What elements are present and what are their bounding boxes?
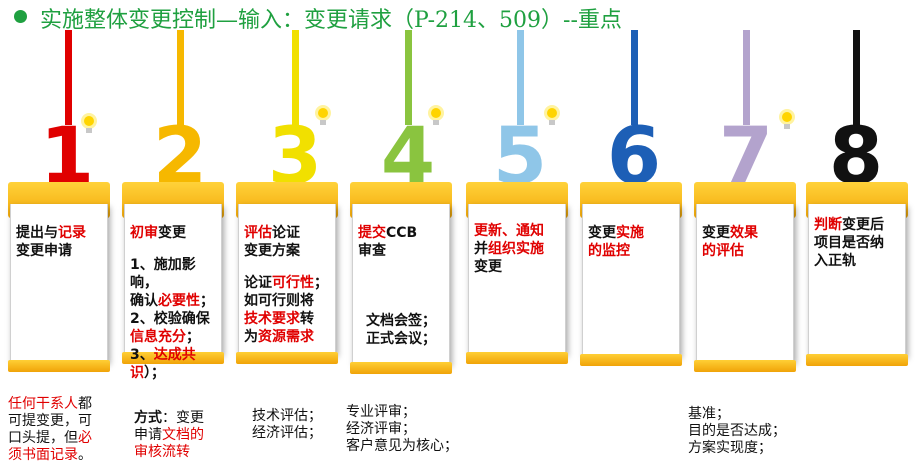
card-text: 判断变更后 项目是否纳 入正轨 [814,217,884,269]
stem-2 [177,30,184,125]
card-foot [8,360,110,372]
page-title: 实施整体变更控制—输入：变更请求（P-214、509）--重点 [40,8,622,33]
card-text: 评估论证 变更方案 论证可行性； 如可行则将 技术要求转 为资源需求 [244,225,328,345]
card-text: 变更效果 的评估 [702,225,758,259]
stem-4 [405,30,412,125]
stem-6 [631,30,638,125]
card-text: 提出与记录 变更申请 [16,225,86,259]
card-foot [236,352,338,364]
card-text: 更新、通知 并组织实施 变更 [474,223,544,275]
lightbulb-icon [779,109,795,129]
note-step-2: 方式：变更 申请文档的 审核流转 [134,410,204,460]
card-paper [696,204,794,362]
title-bullet [14,10,27,23]
card-paper [124,204,222,354]
lightbulb-icon [544,105,560,125]
card-paper [238,204,336,354]
card-text: 提交CCB 审查 文档会签； 正式会议； [358,225,436,347]
note-step-1: 任何干系人都 可提变更，可 口头提，但必 须书面记录。 [8,396,92,463]
card-foot [580,354,682,366]
stem-3 [292,30,299,125]
note-step-3: 技术评估； 经济评估； [252,408,322,441]
card-paper [468,204,566,354]
card-paper [10,204,108,362]
stem-7 [743,30,750,125]
lightbulb-icon [81,113,97,133]
stem-8 [853,30,860,125]
card-paper [808,204,906,356]
card-foot [122,352,224,364]
card-foot [806,354,908,366]
card-foot [466,352,568,364]
card-paper [582,204,680,356]
card-text: 初审变更 1、施加影响， 确认必要性； 2、校验确保 信息充分； 3、达成共识）… [130,225,214,381]
card-paper [352,204,450,364]
note-step-7: 基准； 目的是否达成； 方案实现度； [688,406,786,456]
note-step-4: 专业评审； 经济评审； 客户意见为核心； [346,404,458,454]
stem-1 [65,30,72,125]
card-foot [694,360,796,372]
lightbulb-icon [315,105,331,125]
card-text: 变更实施 的监控 [588,225,644,259]
card-foot [350,362,452,374]
lightbulb-icon [428,105,444,125]
stem-5 [517,30,524,125]
